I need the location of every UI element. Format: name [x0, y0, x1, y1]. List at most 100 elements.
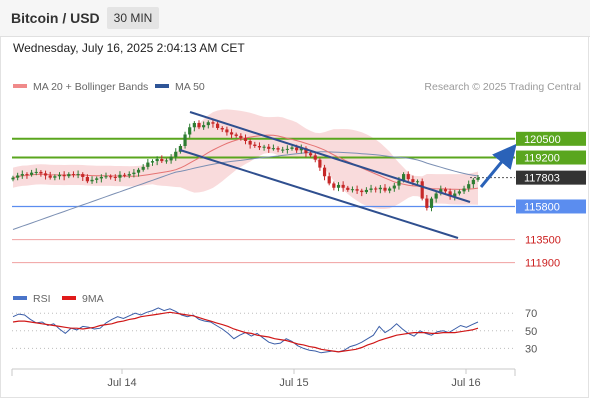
candle-body	[160, 158, 164, 162]
candle	[34, 168, 38, 176]
candle	[113, 174, 117, 181]
candle-body	[462, 188, 466, 192]
candle	[355, 185, 359, 194]
candle-body	[178, 146, 182, 152]
candle	[378, 185, 382, 194]
candle-body	[220, 128, 224, 130]
candle	[239, 133, 243, 141]
legend-swatch-ma50	[155, 84, 169, 88]
candle	[150, 159, 155, 166]
candle-body	[453, 193, 457, 197]
candle	[48, 171, 52, 180]
candle	[299, 144, 303, 154]
candle-body	[243, 138, 248, 141]
candle	[174, 148, 178, 161]
candle	[267, 143, 271, 153]
resistance-tag	[516, 131, 586, 146]
candle-body	[327, 176, 331, 184]
x-tick-label: Jul 14	[107, 377, 136, 389]
candle-body	[104, 176, 108, 178]
candle-body	[141, 166, 145, 170]
candle-body	[388, 188, 392, 191]
rsi-lines	[12, 307, 479, 354]
candle-body	[90, 179, 94, 182]
candle-body	[67, 174, 71, 177]
candle	[160, 155, 164, 163]
candle	[383, 184, 387, 193]
candle-body	[355, 189, 359, 191]
candle	[95, 176, 99, 184]
bollinger-band	[13, 109, 478, 209]
candle	[146, 158, 150, 170]
candle	[448, 188, 452, 200]
candle-body	[267, 146, 271, 149]
candle	[253, 141, 257, 148]
candle	[132, 169, 136, 178]
candle-body	[118, 174, 122, 178]
trendline-upper	[189, 111, 471, 203]
candle-body	[392, 185, 396, 189]
candle	[425, 194, 429, 211]
candle-body	[257, 146, 262, 148]
candle	[243, 134, 248, 145]
candle	[206, 120, 210, 129]
candle-body	[378, 187, 382, 190]
candle-body	[85, 176, 89, 182]
candle-body	[123, 174, 127, 176]
candle-body	[299, 148, 303, 151]
candle	[43, 170, 48, 180]
candle	[360, 188, 364, 197]
candle	[90, 176, 94, 184]
candle-body	[253, 144, 257, 146]
candle-body	[109, 176, 113, 178]
candle	[220, 126, 224, 133]
support-label: 111900	[525, 258, 560, 270]
candle-body	[360, 190, 364, 193]
candle-body	[374, 188, 378, 190]
candle	[406, 171, 410, 182]
candle-body	[229, 132, 234, 135]
pivot-tag	[516, 199, 586, 214]
rsi-ma-line	[12, 311, 479, 353]
candle-body	[95, 178, 99, 180]
bollinger-band-area	[13, 109, 478, 209]
candle-body	[406, 174, 410, 180]
x-tick-label: Jul 15	[279, 377, 308, 389]
candle-body	[411, 179, 415, 182]
candle	[327, 172, 331, 186]
rsi-tick-label: 30	[525, 343, 537, 355]
candle-body	[276, 148, 280, 150]
candle	[11, 175, 15, 182]
last-price-tag-text: 117803	[524, 173, 560, 185]
candle-body	[397, 180, 401, 186]
candle-body	[169, 156, 173, 161]
legend-swatch-ma20	[13, 84, 27, 88]
candle-body	[202, 125, 206, 128]
candle-body	[383, 187, 387, 191]
candle-body	[318, 159, 322, 168]
candle	[109, 174, 113, 180]
legend-swatch-rsi	[13, 296, 27, 300]
legend-swatch-9ma	[62, 296, 76, 300]
candle	[211, 119, 215, 128]
candle-body	[43, 173, 48, 176]
candle-body	[402, 174, 406, 181]
candle-body	[53, 176, 57, 178]
candle-body	[271, 148, 275, 150]
candle-body	[281, 149, 285, 151]
candle	[123, 172, 127, 178]
candle-body	[429, 198, 434, 208]
candle-body	[239, 135, 243, 139]
candle-body	[425, 198, 429, 208]
x-axis-ticks: Jul 14 Jul 15 Jul 16	[107, 369, 481, 389]
support-label: 113500	[525, 235, 561, 247]
candle-body	[467, 184, 471, 189]
candle	[364, 187, 368, 194]
candle-body	[183, 134, 187, 146]
candle-body	[443, 189, 448, 192]
timeframe-badge[interactable]: 30 MIN	[107, 7, 159, 29]
trendline-lower	[179, 149, 459, 239]
candle	[81, 172, 85, 181]
candle-body	[155, 158, 159, 162]
candle	[257, 142, 262, 151]
